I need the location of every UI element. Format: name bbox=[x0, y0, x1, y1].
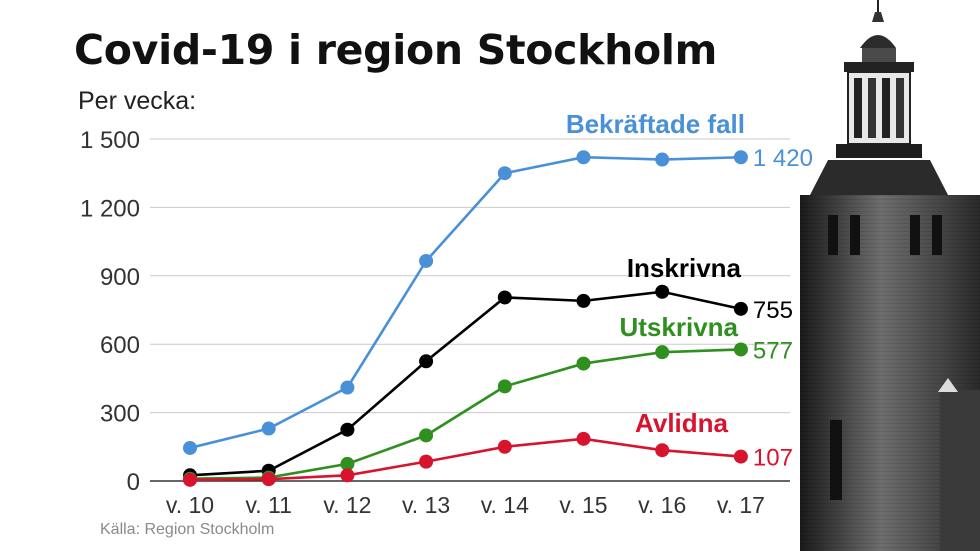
data-point bbox=[419, 354, 434, 369]
x-tick-label: v. 14 bbox=[481, 492, 529, 518]
data-point bbox=[655, 443, 670, 458]
x-tick-label: v. 12 bbox=[323, 492, 371, 518]
chart-title: Covid-19 i region Stockholm bbox=[74, 26, 718, 74]
series-line bbox=[189, 348, 741, 481]
data-point bbox=[733, 342, 748, 357]
series-bekräftade-fall: Bekräftade fall 1 420 bbox=[183, 109, 813, 455]
series-name-label: Avlidna bbox=[635, 408, 728, 438]
data-point bbox=[655, 284, 670, 299]
y-tick-label: 1 500 bbox=[80, 127, 140, 154]
data-point bbox=[419, 253, 434, 268]
end-value-label: 1 420 bbox=[753, 145, 813, 172]
y-tick-label: 1 200 bbox=[80, 195, 140, 222]
data-point bbox=[261, 421, 276, 436]
y-tick-label: 900 bbox=[100, 264, 140, 291]
y-axis-subtitle: Per vecka: bbox=[78, 87, 197, 115]
series-avlidna: Avlidna 107 bbox=[183, 408, 793, 487]
y-tick-label: 600 bbox=[100, 332, 140, 359]
city-hall-tower-photo bbox=[800, 0, 980, 551]
series-line bbox=[189, 437, 742, 482]
x-tick-labels: v. 10 v. 11 v. 12 v. 13 v. 14 v. 15 v. 16 v. 17 bbox=[166, 492, 765, 518]
data-point bbox=[576, 293, 591, 308]
y-tick-labels: 0 300 600 900 1 200 1 500 bbox=[80, 127, 140, 496]
series-line bbox=[189, 155, 741, 450]
data-point bbox=[733, 449, 748, 464]
data-point bbox=[576, 356, 591, 371]
data-point bbox=[497, 439, 512, 454]
end-value-label: 577 bbox=[753, 337, 793, 364]
series-inskrivna: Inskrivna 755 bbox=[183, 253, 793, 483]
data-point bbox=[340, 422, 355, 437]
data-point bbox=[261, 472, 276, 487]
data-point bbox=[497, 166, 512, 181]
data-point bbox=[419, 428, 434, 443]
data-point bbox=[419, 454, 434, 469]
series-utskrivna: Utskrivna 577 bbox=[183, 312, 793, 486]
data-point bbox=[497, 290, 512, 305]
data-point bbox=[576, 431, 591, 446]
series-name-label: Inskrivna bbox=[627, 253, 742, 283]
series-name-label: Utskrivna bbox=[620, 312, 739, 342]
end-value-label: 755 bbox=[753, 297, 793, 324]
data-point bbox=[183, 472, 197, 487]
data-point bbox=[655, 345, 670, 360]
source-note: Källa: Region Stockholm bbox=[100, 521, 275, 538]
data-point bbox=[183, 440, 197, 455]
x-tick-label: v. 13 bbox=[402, 492, 450, 518]
x-tick-label: v. 11 bbox=[245, 492, 291, 518]
data-point bbox=[733, 150, 748, 165]
x-tick-label: v. 15 bbox=[559, 492, 607, 518]
series-name-label: Bekräftade fall bbox=[566, 109, 745, 139]
gridlines bbox=[150, 138, 790, 482]
end-value-label: 107 bbox=[753, 445, 793, 472]
x-tick-label: v. 10 bbox=[166, 492, 214, 518]
x-tick-label: v. 16 bbox=[638, 492, 686, 518]
data-point bbox=[340, 380, 355, 395]
data-point bbox=[340, 468, 355, 483]
data-point bbox=[576, 150, 591, 165]
data-point bbox=[733, 301, 748, 316]
y-tick-label: 0 bbox=[127, 469, 140, 496]
data-point bbox=[655, 152, 670, 167]
series-line bbox=[189, 290, 742, 477]
data-point bbox=[497, 379, 512, 394]
data-point bbox=[340, 456, 355, 471]
y-tick-label: 300 bbox=[100, 401, 140, 428]
x-tick-label: v. 17 bbox=[717, 492, 765, 518]
